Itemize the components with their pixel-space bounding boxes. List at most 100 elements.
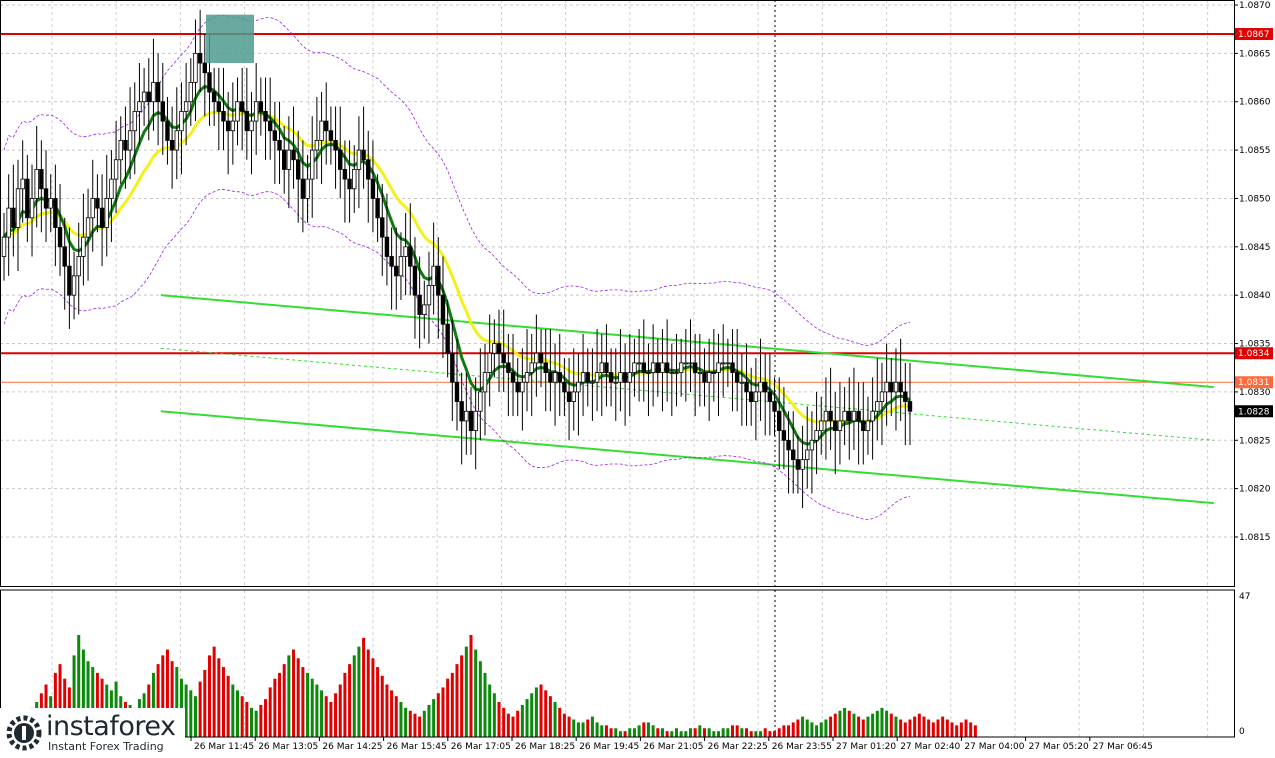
volume-bar xyxy=(250,707,254,737)
candle-body xyxy=(132,111,137,132)
volume-bar xyxy=(679,731,683,737)
candle-body xyxy=(76,256,81,277)
volume-bar xyxy=(334,693,338,737)
candle-body xyxy=(104,198,109,228)
price-panel-border xyxy=(0,0,1235,587)
candle-body xyxy=(375,198,380,219)
candle-body xyxy=(174,130,179,151)
volume-bar xyxy=(240,696,244,737)
candle-body xyxy=(151,81,156,103)
candle-body xyxy=(160,101,165,122)
volume-bar xyxy=(296,658,300,737)
channel-upper-line xyxy=(160,294,1214,389)
volume-bar xyxy=(693,728,697,737)
candle-body xyxy=(90,198,95,219)
volume-bar xyxy=(815,725,819,737)
candle-body xyxy=(571,391,576,402)
candle-body xyxy=(669,372,675,374)
candle-body xyxy=(599,362,604,373)
candle-body xyxy=(25,178,30,219)
volume-bar xyxy=(665,731,669,737)
candle-body xyxy=(436,265,441,296)
candle-body xyxy=(118,140,123,161)
volume-bar xyxy=(254,710,258,737)
candle-body xyxy=(800,459,805,470)
volume-bar xyxy=(268,687,272,737)
candle-body xyxy=(543,362,548,373)
candle-body xyxy=(739,381,745,384)
candle-body xyxy=(697,372,703,374)
candle-body xyxy=(183,101,189,112)
candle-body xyxy=(903,391,908,402)
volume-bar xyxy=(973,725,977,737)
volume-bar xyxy=(516,710,520,737)
volume-bar xyxy=(646,722,650,737)
candle-body xyxy=(380,217,385,238)
volume-bar xyxy=(852,713,856,737)
candle-body xyxy=(819,420,824,432)
volume-bar xyxy=(520,704,524,737)
candle-body xyxy=(356,149,362,170)
volume-bar xyxy=(329,702,333,737)
volume-bar xyxy=(731,725,735,737)
volume-bar xyxy=(763,728,767,737)
logo-gear-icon xyxy=(6,715,42,751)
candle-body xyxy=(454,381,460,402)
candle-body xyxy=(403,246,408,257)
volume-bar xyxy=(782,725,786,737)
candle-body xyxy=(99,207,105,228)
candle-body xyxy=(48,198,53,209)
time-label: 27 Mar 01:20 xyxy=(836,742,896,752)
volume-bar xyxy=(385,684,389,737)
volume-bar xyxy=(179,678,183,737)
volume-bar xyxy=(446,678,450,737)
volume-bar xyxy=(464,646,468,737)
candle-body xyxy=(613,381,618,384)
volume-bar xyxy=(198,681,202,737)
candle-body xyxy=(777,410,782,432)
volume-bar xyxy=(492,693,496,737)
candle-body xyxy=(534,352,539,364)
price-tick-label: 1.0855 xyxy=(1239,146,1271,156)
volume-bar xyxy=(478,661,482,737)
volume-bar xyxy=(768,731,772,737)
price-tick-label: 1.0835 xyxy=(1239,340,1271,350)
candle-body xyxy=(893,381,899,393)
volume-bar xyxy=(740,728,744,737)
time-label: 26 Mar 11:45 xyxy=(194,742,254,752)
volume-bar xyxy=(404,707,408,737)
volume-bar xyxy=(357,646,361,737)
candle-body xyxy=(11,207,16,228)
logo-brand-text: instaforex xyxy=(46,711,176,742)
volume-bar xyxy=(273,678,277,737)
volume-bar xyxy=(927,719,931,737)
candle-body xyxy=(650,362,656,373)
candle-body xyxy=(674,372,679,374)
candle-body xyxy=(879,391,885,402)
candle-body xyxy=(604,362,609,373)
volume-bar xyxy=(945,719,949,737)
time-label: 26 Mar 22:25 xyxy=(708,742,768,752)
volume-bar xyxy=(432,699,436,737)
volume-bar xyxy=(483,672,487,737)
volume-bar xyxy=(282,664,286,737)
candle-body xyxy=(389,256,394,267)
volume-bar xyxy=(189,690,193,737)
candle-body xyxy=(861,420,866,432)
time-label: 26 Mar 15:45 xyxy=(387,742,447,752)
candle-body xyxy=(230,120,236,132)
volume-panel-border xyxy=(0,589,1235,738)
volume-bar xyxy=(506,713,510,737)
candle-body xyxy=(366,159,371,180)
candle-body xyxy=(520,381,525,393)
candle-body xyxy=(678,362,684,373)
candle-body xyxy=(786,439,791,451)
volume-bar xyxy=(221,667,225,737)
volume-bar xyxy=(352,655,356,737)
volume-bar xyxy=(380,675,384,737)
candle-body xyxy=(725,362,731,365)
volume-bar xyxy=(399,702,403,737)
candle-body xyxy=(744,381,749,393)
candle-body xyxy=(833,420,838,432)
